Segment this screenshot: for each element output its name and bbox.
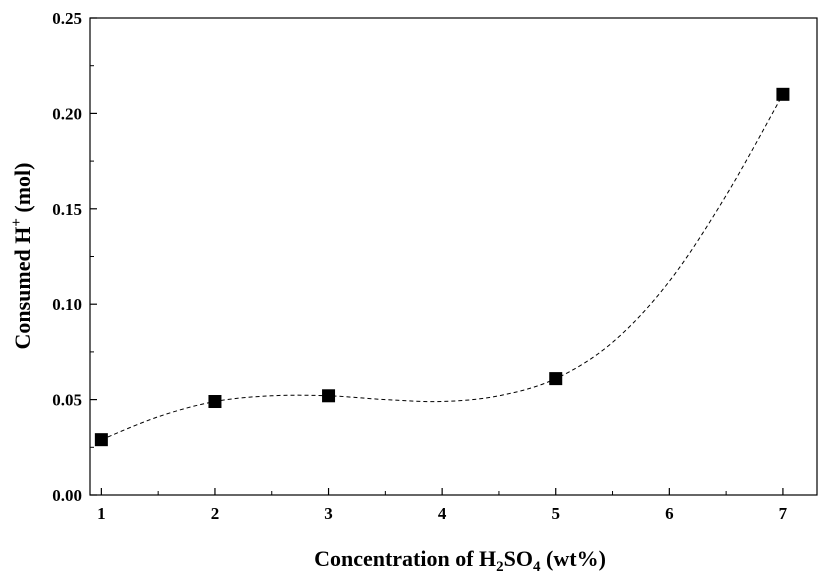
x-tick-label: 4 bbox=[438, 504, 447, 523]
x-tick-label: 3 bbox=[324, 504, 333, 523]
data-point bbox=[208, 395, 222, 409]
y-tick-label: 0.25 bbox=[52, 9, 82, 28]
x-tick-label: 2 bbox=[211, 504, 220, 523]
x-axis-title: Concentration of H2SO4 (wt%) bbox=[314, 546, 606, 575]
x-tick-label: 7 bbox=[779, 504, 788, 523]
y-tick-label: 0.20 bbox=[52, 104, 82, 123]
y-tick-label: 0.00 bbox=[52, 486, 82, 505]
fit-curve bbox=[101, 94, 784, 441]
y-axis-ticks: 0.00 0.05 0.10 0.15 0.20 0.25 bbox=[52, 9, 97, 505]
data-point bbox=[776, 87, 790, 101]
x-tick-label: 6 bbox=[665, 504, 674, 523]
data-point bbox=[549, 372, 563, 386]
y-tick-label: 0.10 bbox=[52, 295, 82, 314]
data-point bbox=[322, 389, 336, 403]
data-points bbox=[94, 87, 790, 447]
x-axis-ticks: 1 2 3 4 5 6 7 bbox=[97, 488, 788, 523]
y-axis-title: Consumed H+ (mol) bbox=[9, 162, 35, 349]
x-tick-label: 5 bbox=[551, 504, 560, 523]
y-tick-label: 0.15 bbox=[52, 200, 82, 219]
x-tick-label: 1 bbox=[97, 504, 106, 523]
data-point bbox=[94, 433, 108, 447]
y-tick-label: 0.05 bbox=[52, 391, 82, 410]
plot-frame bbox=[89, 17, 818, 496]
